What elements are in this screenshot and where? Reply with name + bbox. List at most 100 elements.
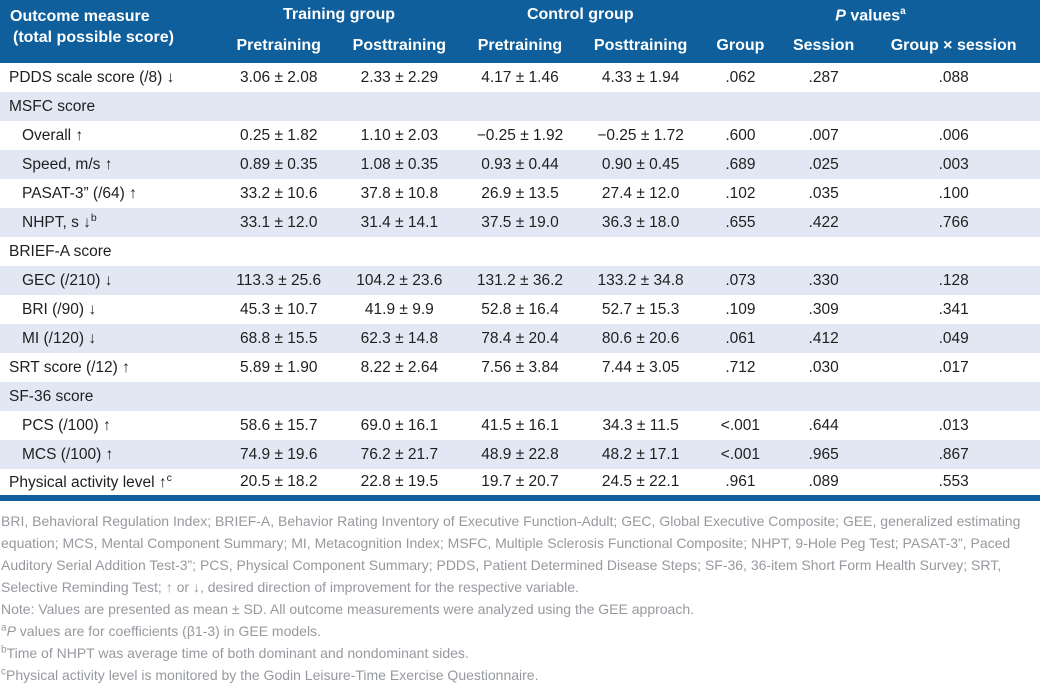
value-cell: 20.5 ± 18.2	[239, 473, 318, 490]
footnote-b: bTime of NHPT was average time of both d…	[1, 642, 1038, 664]
training-pretraining-header: Pretraining	[218, 33, 340, 63]
section-empty-cells	[218, 237, 1040, 266]
value-cell: .049	[938, 329, 969, 347]
section-label: BRIEF-A score	[0, 237, 218, 266]
row-label-text: MSFC score	[9, 97, 96, 115]
table-row: BRI (/90) ↓ 45.3 ± 10.7 41.9 ± 9.9 52.8 ± 1…	[0, 295, 1040, 324]
value-cell: 24.5 ± 22.1	[601, 473, 680, 490]
row-label-text: SF-36 score	[9, 387, 94, 405]
value-cell: 80.6 ± 20.6	[601, 329, 680, 347]
row-label: MI (/120) ↓	[0, 324, 218, 353]
value-cell: −0.25 ± 1.72	[597, 126, 684, 144]
value-cell: .644	[808, 416, 839, 434]
value-cell: .006	[938, 126, 969, 144]
row-label-text: BRIEF-A score	[9, 242, 112, 260]
value-cell: 48.2 ± 17.1	[601, 445, 680, 463]
outcome-measure-header-line2: (total possible score)	[13, 29, 174, 46]
row-label-text: SRT score (/12) ↑	[9, 358, 130, 376]
control-pretraining-header: Pretraining	[459, 33, 581, 63]
value-cell: 113.3 ± 25.6	[236, 271, 322, 289]
section-row: SF-36 score	[0, 382, 1040, 411]
value-cell: 33.1 ± 12.0	[239, 213, 318, 231]
row-label-superscript: b	[90, 212, 97, 225]
training-posttraining-header: Posttraining	[339, 33, 460, 63]
p-values-header-rest: values	[845, 7, 901, 25]
row-label-text: PASAT-3” (/64) ↑	[22, 184, 137, 202]
value-cell: 131.2 ± 36.2	[476, 271, 563, 289]
value-cell: 104.2 ± 23.6	[356, 271, 443, 289]
row-label: PCS (/100) ↑	[0, 411, 218, 440]
outcome-measure-header: Outcome measure (total possible score)	[0, 0, 219, 63]
value-cell: .553	[938, 473, 969, 490]
value-cell: .600	[725, 126, 756, 144]
row-label-text: MI (/120) ↓	[22, 329, 97, 347]
row-label-text: Physical activity level ↑	[9, 474, 167, 492]
value-cell: 45.3 ± 10.7	[239, 300, 318, 318]
footnote-c: cPhysical activity level is monitored by…	[1, 664, 1038, 686]
value-cell: .330	[808, 271, 839, 289]
value-cell: <.001	[720, 416, 761, 434]
value-cell: 74.9 ± 19.6	[239, 445, 318, 463]
row-label-text: BRI (/90) ↓	[22, 300, 97, 318]
value-cell: 0.90 ± 0.45	[601, 155, 680, 173]
row-label: Overall ↑	[0, 121, 218, 150]
value-cell: 52.7 ± 15.3	[601, 300, 680, 318]
row-label-text: MCS (/100) ↑	[22, 445, 114, 463]
table-row: SRT score (/12) ↑ 5.89 ± 1.90 8.22 ± 2.64 7…	[0, 353, 1040, 382]
value-cell: .287	[808, 68, 839, 86]
value-cell: .766	[938, 213, 969, 231]
value-cell: .655	[725, 213, 756, 231]
footnote-b-text: Time of NHPT was average time of both do…	[6, 645, 469, 661]
table-row: PDDS scale score (/8) ↓ 3.06 ± 2.08 2.33 ±…	[0, 63, 1040, 92]
value-cell: .017	[938, 358, 969, 376]
value-cell: .061	[725, 329, 756, 347]
value-cell: 0.89 ± 0.35	[239, 155, 318, 173]
row-label-text: PCS (/100) ↑	[22, 416, 111, 434]
value-cell: .088	[938, 68, 969, 86]
value-cell: 76.2 ± 21.7	[360, 445, 439, 463]
value-cell: 0.25 ± 1.82	[239, 126, 318, 144]
value-cell: 68.8 ± 15.5	[239, 329, 318, 347]
value-cell: 7.56 ± 3.84	[481, 358, 559, 376]
section-row: BRIEF-A score	[0, 237, 1040, 266]
value-cell: 19.7 ± 20.7	[481, 473, 559, 490]
control-posttraining-header: Posttraining	[580, 33, 701, 63]
value-cell: 0.93 ± 0.44	[481, 155, 559, 173]
value-cell: .030	[808, 358, 839, 376]
section-label: MSFC score	[0, 92, 218, 121]
training-group-header: Training group	[218, 0, 460, 33]
value-cell: 37.5 ± 19.0	[481, 213, 559, 231]
table-row: NHPT, s ↓b 33.1 ± 12.0 31.4 ± 14.1 37.5 ± 1…	[0, 208, 1040, 237]
value-cell: .025	[808, 155, 839, 173]
section-empty-cells	[218, 382, 1040, 411]
session-header: Session	[779, 33, 868, 63]
outcome-measure-header-line1: Outcome measure	[10, 8, 150, 25]
value-cell: .422	[808, 213, 839, 231]
value-cell: .102	[725, 184, 756, 202]
footnote-c-sup: c	[1, 666, 6, 678]
value-cell: 33.2 ± 10.6	[239, 184, 318, 202]
value-cell: .089	[808, 473, 839, 490]
value-cell: .712	[725, 358, 756, 376]
value-cell: .965	[808, 445, 839, 463]
group-x-session-header: Group × session	[867, 33, 1040, 63]
value-cell: 36.3 ± 18.0	[601, 213, 680, 231]
value-cell: 58.6 ± 15.7	[239, 416, 318, 434]
footnote-a-p: P	[6, 623, 16, 639]
footnote-b-sup: b	[1, 644, 7, 656]
footnotes: BRI, Behavioral Regulation Index; BRIEF-…	[0, 501, 1040, 686]
p-values-header-p: P	[835, 7, 846, 25]
p-values-header-sup: a	[900, 6, 906, 17]
value-cell: .035	[808, 184, 839, 202]
table-body: PDDS scale score (/8) ↓ 3.06 ± 2.08 2.33 ±…	[0, 63, 1040, 498]
value-cell: 62.3 ± 14.8	[360, 329, 439, 347]
value-cell: 2.33 ± 2.29	[360, 68, 439, 86]
value-cell: 26.9 ± 13.5	[481, 184, 559, 202]
section-label: SF-36 score	[0, 382, 218, 411]
value-cell: 8.22 ± 2.64	[360, 358, 439, 376]
value-cell: .062	[725, 68, 756, 86]
value-cell: 48.9 ± 22.8	[481, 445, 559, 463]
value-cell: .412	[808, 329, 839, 347]
value-cell: .007	[808, 126, 839, 144]
